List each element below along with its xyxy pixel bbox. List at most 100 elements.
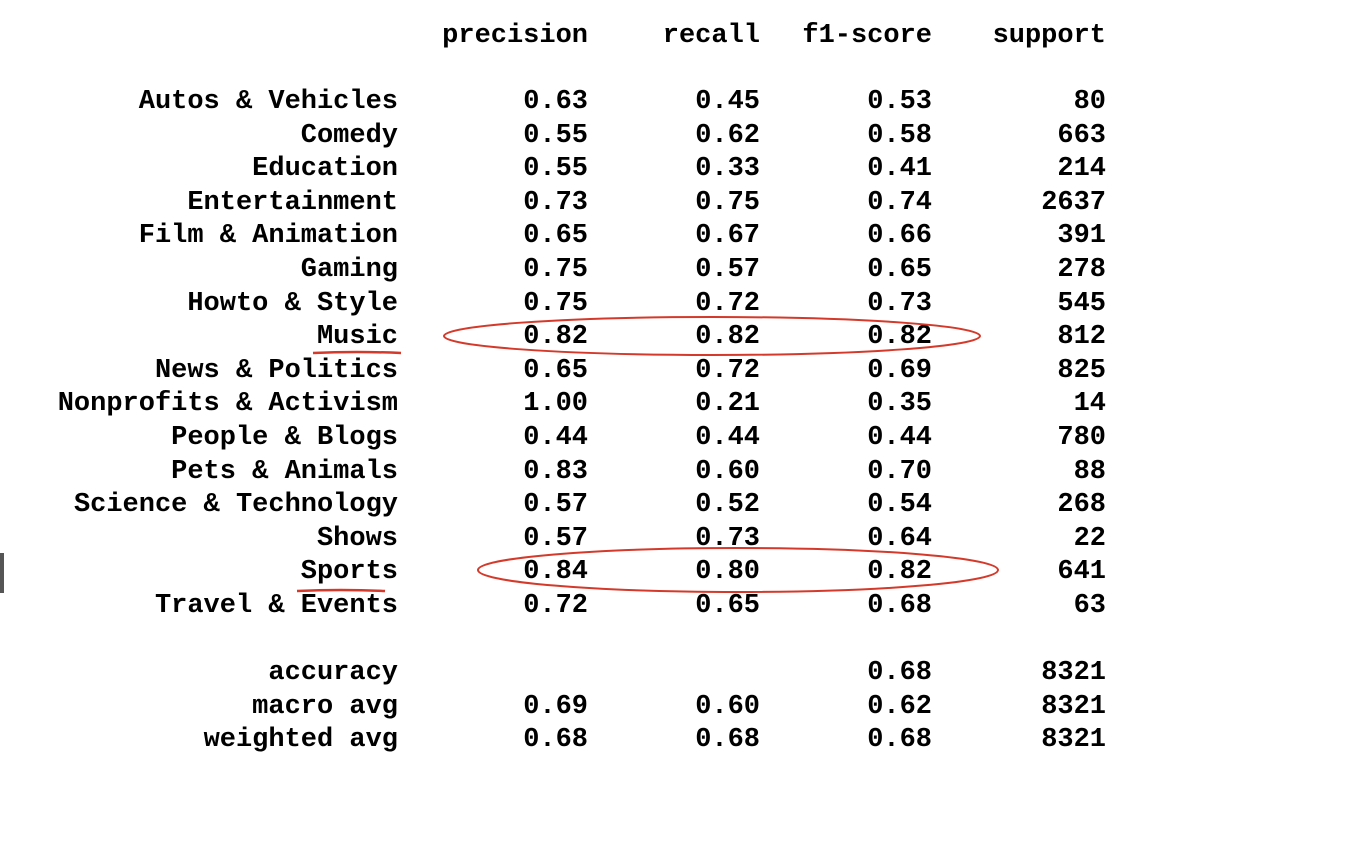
f1-score-value: 0.65 [867, 255, 932, 285]
recall-value: 0.73 [695, 523, 760, 554]
f1-score-value: 0.41 [867, 154, 932, 185]
support-value: 14 [1073, 389, 1106, 420]
recall-value: 0.72 [695, 355, 760, 386]
precision-value: 0.63 [523, 87, 588, 117]
precision-value: 0.44 [523, 423, 588, 453]
f1-score-value: 0.64 [867, 523, 932, 554]
precision-value: 0.75 [523, 288, 588, 319]
f1-score-value: 0.53 [867, 87, 932, 117]
f1-score-value: 0.58 [867, 120, 932, 151]
recall-value: 0.21 [695, 389, 760, 420]
support-value: 88 [1073, 456, 1106, 487]
class-label: Film & Animation [138, 221, 398, 252]
support-value: 278 [1057, 255, 1106, 285]
f1-score-value: 0.69 [867, 355, 932, 386]
f1-score-value: 0.44 [867, 423, 932, 453]
summary-support-value: 8321 [1041, 725, 1106, 756]
recall-value: 0.62 [695, 120, 760, 151]
header-support: support [992, 21, 1106, 51]
summary-recall-value: 0.60 [695, 691, 760, 722]
recall-value: 0.57 [695, 255, 760, 285]
support-value: 22 [1073, 523, 1106, 554]
summary-recall-value: 0.68 [695, 725, 760, 756]
precision-value: 0.55 [523, 154, 588, 185]
f1-score-value: 0.73 [867, 288, 932, 319]
precision-value: 0.84 [523, 557, 588, 588]
precision-value: 0.65 [523, 221, 588, 252]
support-value: 780 [1057, 423, 1106, 453]
support-value: 641 [1057, 557, 1106, 588]
f1-score-value: 0.74 [867, 187, 932, 218]
f1-score-value: 0.54 [867, 490, 932, 521]
class-label: Sports [300, 557, 398, 588]
summary-f1-score-value: 0.68 [867, 658, 932, 689]
support-value: 214 [1057, 154, 1106, 185]
precision-value: 0.65 [523, 355, 588, 386]
class-label: Travel & Events [154, 591, 398, 621]
recall-value: 0.44 [695, 423, 760, 453]
summary-precision-value: 0.69 [523, 691, 588, 722]
precision-value: 0.72 [523, 591, 588, 621]
class-label: Autos & Vehicles [138, 87, 398, 117]
support-value: 80 [1073, 87, 1106, 117]
class-label: News & Politics [154, 355, 398, 386]
recall-value: 0.72 [695, 288, 760, 319]
precision-value: 0.75 [523, 255, 588, 285]
precision-value: 0.83 [523, 456, 588, 487]
support-value: 545 [1057, 288, 1106, 319]
class-label: Nonprofits & Activism [57, 389, 398, 420]
header-f1-score: f1-score [802, 21, 932, 51]
summary-precision-value [440, 656, 588, 690]
recall-value: 0.67 [695, 221, 760, 252]
precision-value: 0.82 [523, 322, 588, 353]
class-label: Music [316, 322, 398, 353]
header-recall: recall [662, 21, 760, 51]
support-value: 812 [1057, 322, 1106, 353]
recall-value: 0.82 [695, 322, 760, 353]
support-value: 268 [1057, 490, 1106, 521]
f1-score-value: 0.66 [867, 221, 932, 252]
header-precision: precision [442, 21, 588, 51]
precision-value: 0.57 [523, 490, 588, 521]
recall-value: 0.33 [695, 154, 760, 185]
class-label: Pets & Animals [171, 456, 398, 487]
precision-value: 0.73 [523, 187, 588, 218]
class-label: Comedy [300, 120, 398, 151]
f1-score-value: 0.35 [867, 389, 932, 420]
support-value: 391 [1057, 221, 1106, 252]
f1-score-value: 0.82 [867, 322, 932, 353]
precision-value: 1.00 [523, 389, 588, 420]
class-label: People & Blogs [171, 423, 398, 453]
summary-class-label: accuracy [268, 658, 398, 689]
support-value: 663 [1057, 120, 1106, 151]
class-label: Gaming [300, 255, 398, 285]
precision-value: 0.57 [523, 523, 588, 554]
summary-recall-value [620, 656, 760, 690]
recall-value: 0.45 [695, 87, 760, 117]
f1-score-value: 0.70 [867, 456, 932, 487]
class-label: Science & Technology [73, 490, 398, 521]
summary-support-value: 8321 [1041, 691, 1106, 722]
recall-value: 0.60 [695, 456, 760, 487]
summary-f1-score-value: 0.68 [867, 725, 932, 756]
left-edge-marker [0, 553, 4, 593]
recall-value: 0.65 [695, 591, 760, 621]
support-value: 825 [1057, 355, 1106, 386]
summary-class-label: macro avg [252, 691, 398, 722]
f1-score-value: 0.68 [867, 591, 932, 621]
f1-score-value: 0.82 [867, 557, 932, 588]
summary-class-label: weighted avg [203, 725, 398, 756]
recall-value: 0.52 [695, 490, 760, 521]
class-label: Shows [316, 523, 398, 554]
recall-value: 0.75 [695, 187, 760, 218]
class-label: Howto & Style [187, 288, 398, 319]
summary-f1-score-value: 0.62 [867, 691, 932, 722]
class-label: Education [252, 154, 398, 185]
summary-support-value: 8321 [1041, 658, 1106, 689]
summary-precision-value: 0.68 [523, 725, 588, 756]
support-value: 63 [1073, 591, 1106, 621]
class-label: Entertainment [187, 187, 398, 218]
precision-value: 0.55 [523, 120, 588, 151]
support-value: 2637 [1041, 187, 1106, 218]
